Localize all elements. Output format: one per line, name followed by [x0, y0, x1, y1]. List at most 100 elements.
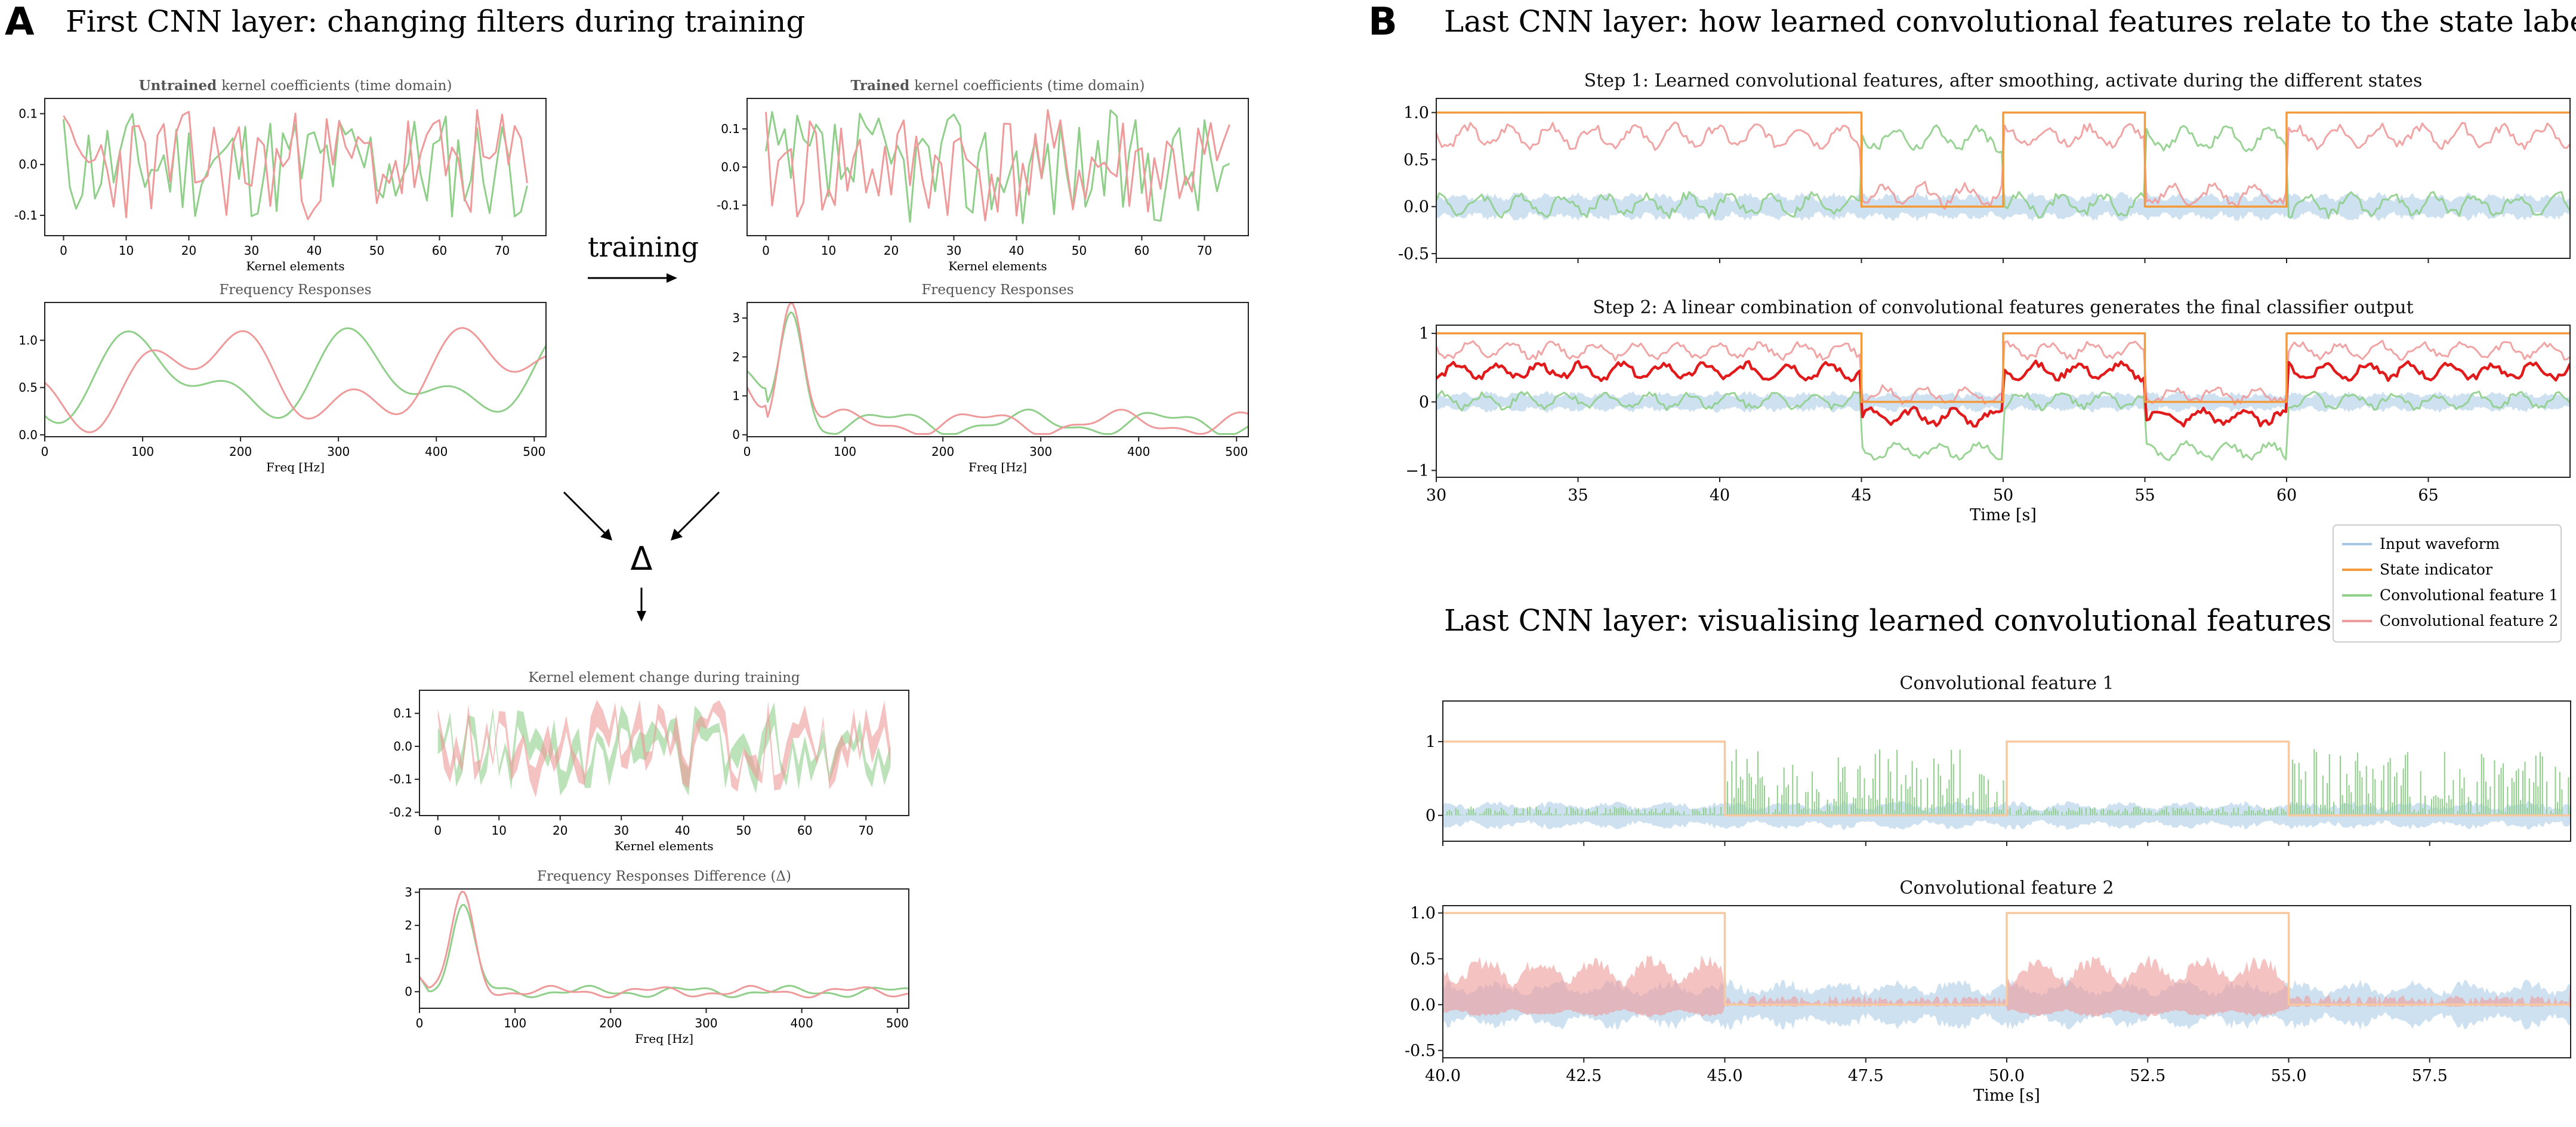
chart-title-rest: kernel coefficients (time domain)	[221, 78, 452, 94]
x-tick-label: 40	[1009, 243, 1024, 258]
x-axis-label: Time [s]	[1973, 1086, 2040, 1105]
x-tick-label: 500	[886, 1016, 909, 1030]
x-tick-label: 10	[821, 243, 836, 258]
y-tick-label: 0.1	[721, 122, 740, 136]
x-tick-label: 42.5	[1566, 1067, 1602, 1085]
x-axis-label: Kernel elements	[948, 259, 1047, 273]
y-tick-label: 1	[732, 389, 740, 403]
chart-title: Convolutional feature 1	[1899, 673, 2114, 694]
y-tick-label: -0.5	[1398, 245, 1429, 264]
legend-label-state: State indicator	[2380, 561, 2492, 578]
charts-layer: Untrained kernel coefficients (time doma…	[14, 70, 2571, 1105]
x-tick-label: 400	[791, 1016, 813, 1030]
chart-plot-area	[45, 327, 546, 433]
chart-plot-area	[1436, 332, 2570, 461]
x-tick-label: 0	[434, 823, 442, 838]
x-tick-label: 0	[744, 444, 751, 459]
chart-a4: Frequency Responses 0 1 2 3 0 100 200 300 400 500 F…	[732, 282, 1249, 474]
x-tick-label: 0	[41, 444, 49, 459]
x-tick-label: 50	[1072, 243, 1087, 258]
series-convolutional-feature-2	[45, 327, 546, 433]
x-tick-label: 30	[244, 243, 259, 258]
y-tick-label: 0	[732, 428, 740, 442]
x-tick-label: 20	[553, 823, 567, 838]
x-tick-label: 300	[1029, 444, 1052, 459]
chart-plot-area	[747, 302, 1248, 435]
x-tick-label: 20	[181, 243, 196, 258]
y-tick-label: 0.0	[18, 428, 38, 442]
x-tick-label: 50	[1993, 486, 2013, 505]
chart-frame	[419, 888, 909, 1009]
chart-plot-area	[437, 700, 891, 798]
x-tick-label: 100	[131, 444, 154, 459]
x-tick-label: 60	[2276, 486, 2297, 505]
delta-down-arrow-head	[637, 611, 646, 622]
chart-frame	[44, 302, 547, 437]
y-tick-label: 0	[405, 984, 412, 999]
x-tick-label: 30	[946, 243, 961, 258]
y-tick-label: -0.1	[717, 198, 740, 212]
legend-label-input: Input waveform	[2380, 535, 2500, 552]
legend: Input waveform State indicator Convoluti…	[2333, 524, 2562, 643]
left-converge-arrow-head	[600, 529, 612, 541]
chart-title: Convolutional feature 2	[1899, 878, 2114, 898]
x-tick-label: 100	[504, 1016, 526, 1030]
y-tick-label: -0.2	[389, 805, 412, 819]
y-tick-label: 1.0	[1403, 104, 1429, 122]
x-tick-label: 10	[492, 823, 507, 838]
x-tick-label: 200	[229, 444, 252, 459]
chart-title: Frequency Responses Difference (Δ)	[537, 869, 791, 884]
y-tick-label: 0.0	[18, 158, 38, 172]
right-converge-arrow	[674, 491, 720, 537]
x-axis-label: Kernel elements	[615, 839, 713, 853]
chart-b3: Convolutional feature 1 0 1	[1426, 673, 2571, 846]
y-tick-label: −1	[1405, 462, 1429, 480]
series-convolutional-feature-2	[63, 109, 528, 220]
x-tick-label: 40	[1710, 486, 1730, 505]
chart-title: Untrained kernel coefficients (time doma…	[139, 78, 452, 94]
chart-frame	[746, 98, 1249, 236]
x-tick-label: 60	[432, 243, 447, 258]
chart-plot-area	[1443, 912, 2571, 1030]
chart-plot-area	[1436, 111, 2570, 221]
x-tick-label: 0	[762, 243, 770, 258]
series-convolutional-feature-1	[419, 904, 909, 998]
chart-frame	[44, 98, 547, 236]
delta-symbol: Δ	[631, 540, 653, 578]
y-tick-label: 0.0	[1403, 198, 1429, 217]
chart-b2: Step 2: A linear combination of convolut…	[1405, 297, 2571, 524]
x-tick-label: 400	[425, 444, 448, 459]
x-tick-label: 500	[1225, 444, 1248, 459]
panel-b-title: Last CNN layer: how learned convolutiona…	[1444, 4, 2576, 39]
chart-title: Step 1: Learned convolutional features, …	[1584, 70, 2423, 91]
x-tick-label: 55.0	[2270, 1067, 2306, 1085]
panel-a-title: First CNN layer: changing filters during…	[66, 4, 805, 39]
y-tick-label: 0.0	[721, 160, 740, 174]
chart-title: Kernel element change during training	[528, 670, 800, 686]
series-convolutional-feature-2	[437, 700, 891, 798]
series-convolutional-feature-2	[765, 109, 1230, 222]
training-label: training	[588, 231, 699, 263]
y-tick-label: 3	[732, 311, 740, 325]
x-tick-label: 20	[884, 243, 899, 258]
chart-title-bold: Untrained	[139, 78, 222, 94]
left-converge-arrow	[563, 491, 609, 537]
chart-title: Step 2: A linear combination of convolut…	[1593, 297, 2413, 318]
x-tick-label: 70	[1197, 243, 1212, 258]
x-tick-label: 500	[523, 444, 545, 459]
x-tick-label: 0	[416, 1016, 424, 1030]
y-tick-label: 1	[405, 952, 412, 966]
x-tick-label: 50.0	[1989, 1067, 2025, 1085]
chart-b1: Step 1: Learned convolutional features, …	[1398, 70, 2571, 264]
legend-label-feature1: Convolutional feature 1	[2380, 586, 2558, 604]
x-tick-label: 30	[1426, 486, 1446, 505]
x-axis-label: Time [s]	[1970, 506, 2037, 524]
x-axis-label: Freq [Hz]	[635, 1032, 693, 1046]
chart-a1: Untrained kernel coefficients (time doma…	[14, 78, 547, 273]
x-tick-label: 0	[60, 243, 67, 258]
series-state-indicator	[1443, 740, 2571, 817]
x-tick-label: 300	[695, 1016, 717, 1030]
x-tick-label: 50	[369, 243, 384, 258]
x-tick-label: 400	[1127, 444, 1150, 459]
